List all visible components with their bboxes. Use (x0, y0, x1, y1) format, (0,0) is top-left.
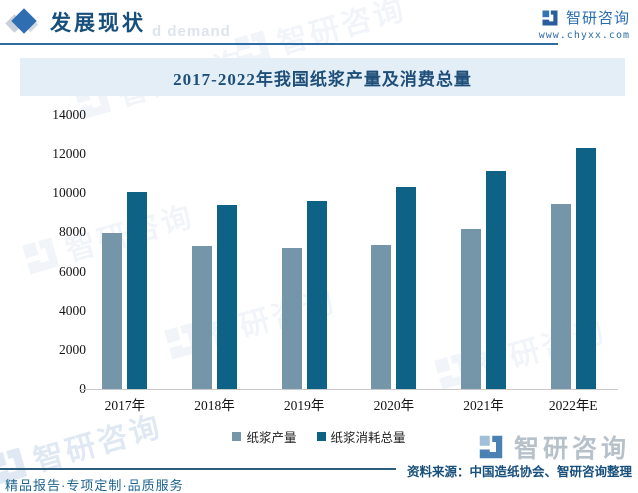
header-ghost-watermark: d demand (152, 23, 231, 40)
bar-group (528, 115, 618, 389)
x-tick-label: 2022年E (548, 398, 598, 413)
y-tick-label: 0 (79, 381, 86, 396)
y-tick-label: 2000 (59, 341, 86, 357)
legend-swatch (232, 432, 242, 441)
y-tick-label: 4000 (59, 302, 86, 318)
chart-title: 2017-2022年我国纸浆产量及消费总量 (173, 69, 472, 89)
watermark-text: 智研咨询 (274, 0, 411, 62)
y-tick-label: 12000 (52, 146, 86, 162)
bar-group (170, 115, 260, 389)
y-tick-label: 8000 (59, 224, 86, 240)
bar-group (439, 115, 529, 389)
chart-title-band: 2017-2022年我国纸浆产量及消费总量 (20, 58, 625, 96)
chyxx-logo-icon (542, 10, 558, 25)
y-tick-label: 10000 (52, 185, 86, 201)
brand-logo-bottom: 智研咨询 (476, 429, 630, 465)
bar (192, 246, 212, 389)
bar (102, 233, 123, 389)
legend-item: 纸浆产量 (232, 427, 297, 446)
x-tick-label: 2018年 (194, 398, 235, 413)
y-tick-label: 14000 (52, 107, 86, 122)
plot-area (80, 115, 618, 390)
bar (575, 148, 596, 389)
brand-logo-top: 智研咨询 www.chyxx.com (539, 7, 630, 41)
x-tick-label: 2017年 (104, 398, 146, 413)
legend-swatch (316, 432, 326, 441)
page-header: 发展现状 (5, 7, 146, 37)
bar (281, 247, 302, 389)
diamond-icon (5, 8, 39, 35)
bar-group (259, 115, 349, 389)
y-tick-label: 6000 (59, 263, 86, 279)
legend-label: 纸浆产量 (246, 431, 297, 445)
header-divider (0, 43, 558, 45)
legend-label: 纸浆消耗总量 (330, 431, 406, 445)
bar (461, 228, 482, 389)
bar-group (349, 115, 439, 389)
bar (306, 200, 327, 389)
bar (127, 192, 148, 389)
bar-group (80, 115, 170, 389)
section-title: 发展现状 (50, 12, 146, 35)
brand-url-link[interactable]: www.chyxx.com (538, 30, 630, 41)
brand-name: 智研咨询 (565, 10, 630, 27)
x-tick-label: 2019年 (283, 398, 325, 413)
footer-divider (0, 468, 396, 470)
bar (396, 186, 417, 389)
x-tick-label: 2021年 (463, 398, 504, 413)
brand-name: 智研咨询 (513, 435, 630, 463)
chyxx-logo-icon (479, 435, 503, 459)
x-tick-label: 2020年 (373, 398, 415, 413)
bar (371, 245, 392, 389)
chart-legend: 纸浆产量 纸浆消耗总量 (0, 427, 638, 446)
y-axis: 0 2000 4000 6000 8000 10000 12000 14000 (26, 107, 86, 396)
legend-item: 纸浆消耗总量 (316, 427, 406, 446)
source-note: 资料来源：中国造纸协会、智研咨询整理 (406, 465, 632, 479)
bar (217, 205, 237, 389)
bar (486, 171, 507, 389)
x-axis: 2017年 2018年 2019年 2020年 2021年 2022年E (80, 394, 618, 414)
bar (550, 204, 571, 389)
footer-tagline: 精品报告·专项定制·品质服务 (5, 478, 184, 493)
